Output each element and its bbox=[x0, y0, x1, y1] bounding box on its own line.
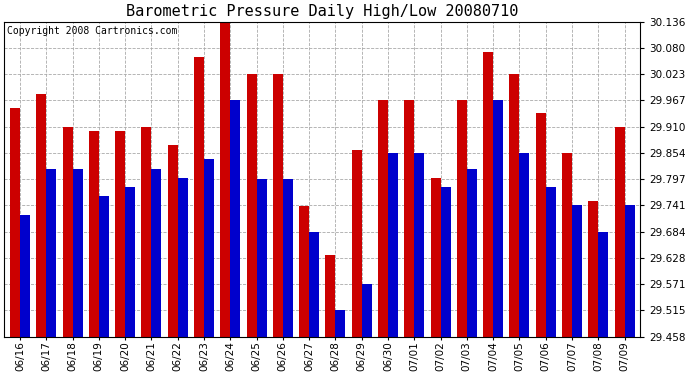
Bar bbox=[509, 74, 520, 337]
Bar bbox=[431, 178, 440, 337]
Bar bbox=[89, 131, 99, 337]
Bar bbox=[326, 255, 335, 337]
Bar bbox=[493, 100, 503, 337]
Bar bbox=[204, 159, 214, 337]
Bar bbox=[20, 215, 30, 337]
Bar bbox=[467, 169, 477, 337]
Bar bbox=[220, 22, 230, 337]
Bar bbox=[230, 100, 240, 337]
Bar bbox=[520, 153, 529, 337]
Bar bbox=[177, 178, 188, 337]
Bar bbox=[624, 205, 635, 337]
Bar bbox=[46, 169, 56, 337]
Bar bbox=[63, 127, 72, 337]
Bar bbox=[168, 146, 177, 337]
Bar bbox=[257, 179, 266, 337]
Text: Copyright 2008 Cartronics.com: Copyright 2008 Cartronics.com bbox=[8, 27, 178, 36]
Bar bbox=[562, 153, 572, 337]
Bar bbox=[615, 127, 624, 337]
Bar bbox=[299, 206, 309, 337]
Bar bbox=[309, 232, 319, 337]
Bar bbox=[414, 153, 424, 337]
Bar bbox=[546, 187, 555, 337]
Bar bbox=[246, 74, 257, 337]
Bar bbox=[457, 100, 467, 337]
Bar bbox=[99, 196, 109, 337]
Bar bbox=[37, 94, 46, 337]
Bar bbox=[388, 153, 398, 337]
Bar bbox=[335, 310, 346, 337]
Bar bbox=[10, 108, 20, 337]
Bar bbox=[378, 100, 388, 337]
Bar bbox=[141, 127, 151, 337]
Bar bbox=[72, 169, 83, 337]
Bar bbox=[404, 100, 414, 337]
Bar bbox=[194, 57, 204, 337]
Title: Barometric Pressure Daily High/Low 20080710: Barometric Pressure Daily High/Low 20080… bbox=[126, 4, 518, 19]
Bar bbox=[273, 74, 283, 337]
Bar bbox=[535, 113, 546, 337]
Bar bbox=[572, 205, 582, 337]
Bar bbox=[352, 150, 362, 337]
Bar bbox=[440, 187, 451, 337]
Bar bbox=[151, 169, 161, 337]
Bar bbox=[362, 284, 372, 337]
Bar bbox=[125, 187, 135, 337]
Bar bbox=[115, 131, 125, 337]
Bar bbox=[589, 201, 598, 337]
Bar bbox=[283, 179, 293, 337]
Bar bbox=[483, 53, 493, 337]
Bar bbox=[598, 232, 609, 337]
